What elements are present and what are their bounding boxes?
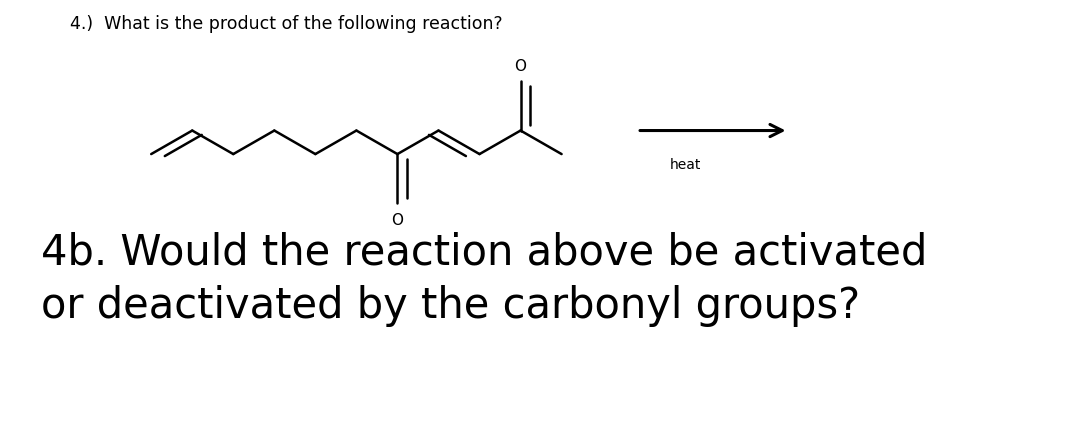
Text: 4b. Would the reaction above be activated
or deactivated by the carbonyl groups?: 4b. Would the reaction above be activate… xyxy=(41,231,928,327)
Text: O: O xyxy=(514,59,527,74)
Text: O: O xyxy=(391,213,404,228)
Text: heat: heat xyxy=(670,158,702,172)
FancyArrowPatch shape xyxy=(640,125,782,137)
Text: 4.)  What is the product of the following reaction?: 4.) What is the product of the following… xyxy=(70,15,503,33)
